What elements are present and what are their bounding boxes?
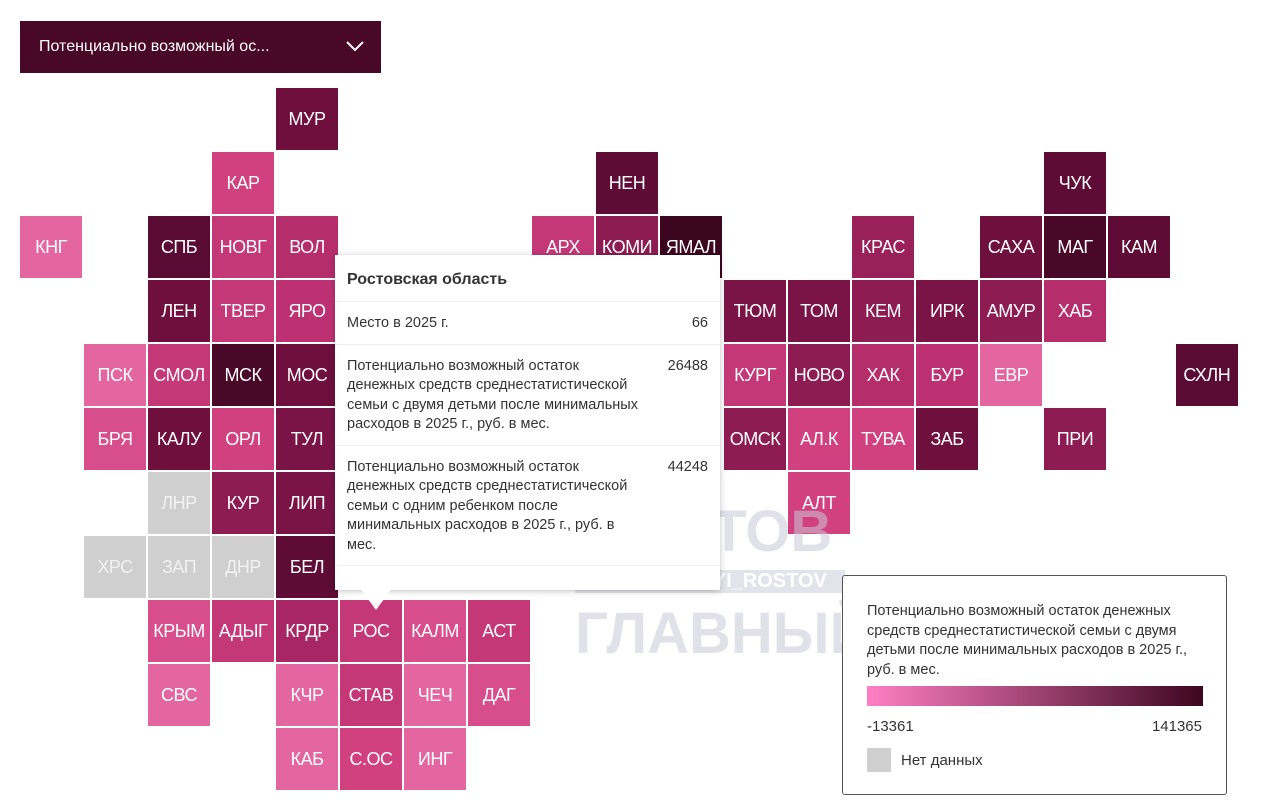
region-tile: ПРИ [1044,408,1106,470]
region-tile: ПСК [84,344,146,406]
region-tile: САХА [980,216,1042,278]
region-tile: ДАГ [468,664,530,726]
region-tile: СХЛН [1175,344,1238,406]
region-tile: КРЫМ [148,600,210,662]
legend-title: Потенциально возможный остаток денежных … [867,603,1188,678]
tooltip-row: Потенциально возможный остаток денежных … [335,345,720,446]
legend: Потенциально возможный остаток денежных … [842,575,1227,795]
region-tile: ЛНР [148,472,210,534]
region-tile: КРДР [276,600,338,662]
tooltip: Ростовская область Место в 2025 г. 66 Потен… [335,255,720,590]
region-tile: ОРЛ [212,408,274,470]
region-tile: НОВО [788,344,850,406]
region-tile: КАЛУ [148,408,210,470]
region-tile: КРАС [852,216,914,278]
no-data-label: Нет данных [901,752,983,769]
region-tile: АЛТ [788,472,850,534]
region-tile: ХРС [84,536,146,598]
watermark: ГЛАВНЫЙ [575,601,872,666]
region-tile: КАБ [276,728,338,790]
tooltip-row: Место в 2025 г. 66 [335,302,720,345]
dropdown-label: Потенциально возможный ос... [39,38,270,55]
row-value: 26488 [667,357,708,374]
row-value: 44248 [667,458,708,475]
region-tile: ЛЕН [148,280,210,342]
row-label: Потенциально возможный остаток денежных … [347,458,628,553]
dropdown[interactable]: Потенциально возможный ос... [20,21,381,73]
region-tile: КАМ [1108,216,1170,278]
tooltip-arrow [360,588,392,610]
row-value: 66 [691,315,708,331]
region-tile: ХАК [852,344,914,406]
region-tile: КНГ [20,216,82,278]
tooltip-row: Потенциально возможный остаток денежных … [335,446,720,566]
region-tile: БУР [916,344,978,406]
region-tile: БЕЛ [276,536,338,598]
region-tile: АСТ [468,600,530,662]
region-tile: РОС [340,600,402,662]
chevron [346,41,364,52]
region-tile: АДЫГ [212,600,274,662]
tooltip-rows: Место в 2025 г. 66 Потенциально возможный … [335,302,720,566]
region-tile: КАР [212,152,274,214]
region-tile: ТУЛ [276,408,338,470]
region-tile: СМОЛ [148,344,210,406]
legend-min: -13361 [867,718,914,735]
region-tile: ТЮМ [724,280,786,342]
region-tile: КЧР [276,664,338,726]
region-tile: ТУВА [852,408,914,470]
row-label: Место в 2025 г. [347,315,449,331]
region-tile: ОМСК [724,408,786,470]
no-data-swatch [867,748,891,772]
region-tile: ЗАП [148,536,210,598]
region-tile: СТАВ [340,664,402,726]
region-tile: КАЛМ [404,600,466,662]
region-tile: БРЯ [84,408,146,470]
region-tile: КЕМ [852,280,914,342]
region-tile: АЛ.К [788,408,850,470]
region-tile: АМУР [980,280,1042,342]
region-tile: МУР [276,88,338,150]
region-tile: НЕН [596,152,658,214]
region-tile: ИРК [916,280,978,342]
region-tile: ИНГ [404,728,466,790]
region-tile: ЧЕЧ [404,664,466,726]
tooltip-title: Ростовская область [335,255,720,302]
region-tile: ЕВР [980,344,1042,406]
region-tile: С.ОС [340,728,402,790]
region-tile: КУР [212,472,274,534]
row-label: Потенциально возможный остаток денежных … [347,357,638,433]
region-tile: ДНР [212,536,274,598]
region-tile: НОВГ [212,216,274,278]
region-tile: ТВЕР [212,280,274,342]
region-tile: ЧУК [1044,152,1106,214]
region-tile: ЛИП [276,472,338,534]
legend-max: 141365 [1151,718,1202,735]
region-tile: СВС [148,664,210,726]
region-tile: СПБ [148,216,210,278]
region-tile: ВОЛ [276,216,338,278]
region-tile: МСК [212,344,274,406]
region-tile: МОС [276,344,338,406]
region-tile: МАГ [1044,216,1106,278]
region-tile: ЯРО [276,280,338,342]
region-tile: ХАБ [1044,280,1106,342]
legend-gradient [867,686,1203,706]
region-tile: ЗАБ [916,408,978,470]
region-tile: ТОМ [788,280,850,342]
region-tile: КУРГ [724,344,786,406]
